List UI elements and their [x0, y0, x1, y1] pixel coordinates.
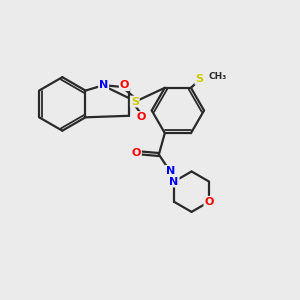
Text: O: O — [120, 80, 129, 90]
Text: CH₃: CH₃ — [208, 72, 226, 81]
Text: N: N — [99, 80, 108, 90]
Text: N: N — [166, 166, 175, 176]
Text: O: O — [204, 197, 214, 207]
Text: S: S — [131, 97, 139, 106]
Text: O: O — [132, 148, 141, 158]
Text: S: S — [195, 74, 203, 84]
Text: N: N — [169, 177, 179, 187]
Text: O: O — [136, 112, 146, 122]
